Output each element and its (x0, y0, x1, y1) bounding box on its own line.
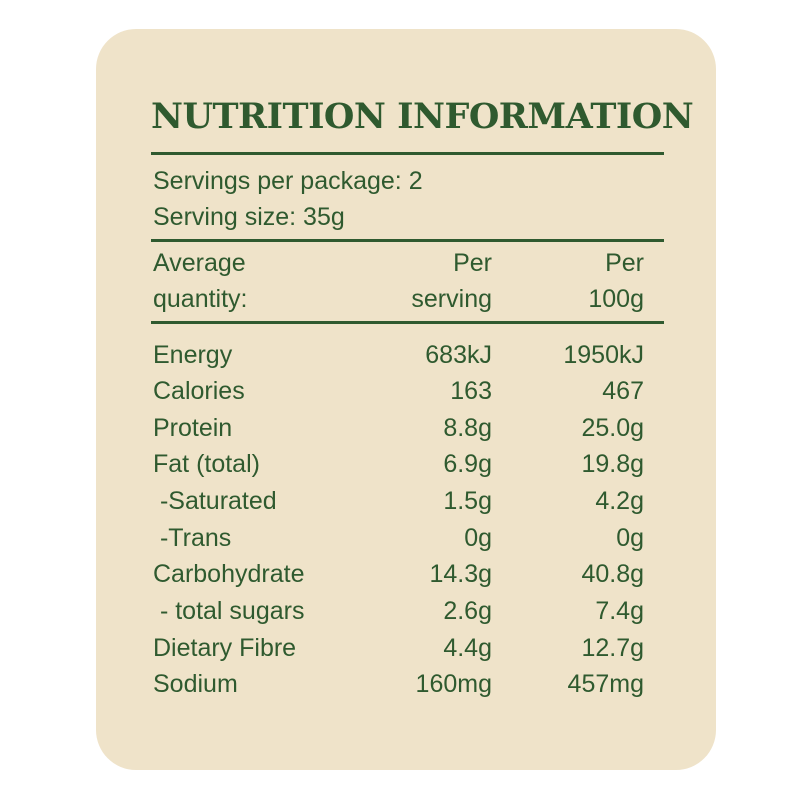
panel-title: NUTRITION INFORMATION (151, 96, 694, 137)
per-100g-value: 40.8g (581, 560, 644, 588)
per-serving-value: 6.9g (443, 450, 492, 478)
per-serving-value: 8.8g (443, 414, 492, 442)
per-100g-value: 1950kJ (563, 341, 644, 369)
per-100g-value: 25.0g (581, 414, 644, 442)
header-per-serving-line1: Per (453, 249, 492, 277)
per-serving-value: 4.4g (443, 634, 492, 662)
nutrient-name: -Saturated (153, 487, 277, 515)
serving-size: Serving size: 35g (153, 203, 345, 231)
header-quantity-line2: quantity: (153, 285, 248, 313)
nutrient-name: Calories (153, 377, 245, 405)
per-serving-value: 163 (450, 377, 492, 405)
nutrient-name: Carbohydrate (153, 560, 305, 588)
per-serving-value: 160mg (415, 670, 492, 698)
header-per-100g-line1: Per (605, 249, 644, 277)
header-divider (151, 321, 664, 324)
nutrient-name: - total sugars (153, 597, 305, 625)
per-serving-value: 14.3g (429, 560, 492, 588)
per-100g-value: 457mg (567, 670, 644, 698)
per-100g-value: 12.7g (581, 634, 644, 662)
per-100g-value: 467 (602, 377, 644, 405)
per-serving-value: 0g (464, 524, 492, 552)
per-100g-value: 0g (616, 524, 644, 552)
serving-divider (151, 239, 664, 242)
title-divider (151, 152, 664, 155)
per-100g-value: 19.8g (581, 450, 644, 478)
nutrient-name: -Trans (153, 524, 232, 552)
nutrient-name: Dietary Fibre (153, 634, 297, 662)
per-100g-value: 4.2g (595, 487, 644, 515)
nutrient-name: Fat (total) (153, 450, 260, 478)
header-per-serving-line2: serving (411, 285, 492, 313)
servings-per-package: Servings per package: 2 (153, 167, 423, 195)
per-serving-value: 2.6g (443, 597, 492, 625)
header-per-100g-line2: 100g (588, 285, 644, 313)
nutrient-name: Protein (153, 414, 233, 442)
per-serving-value: 1.5g (443, 487, 492, 515)
nutrient-name: Sodium (153, 670, 238, 698)
nutrient-name: Energy (153, 341, 233, 369)
per-serving-value: 683kJ (425, 341, 492, 369)
per-100g-value: 7.4g (595, 597, 644, 625)
header-quantity-line1: Average (153, 249, 246, 277)
